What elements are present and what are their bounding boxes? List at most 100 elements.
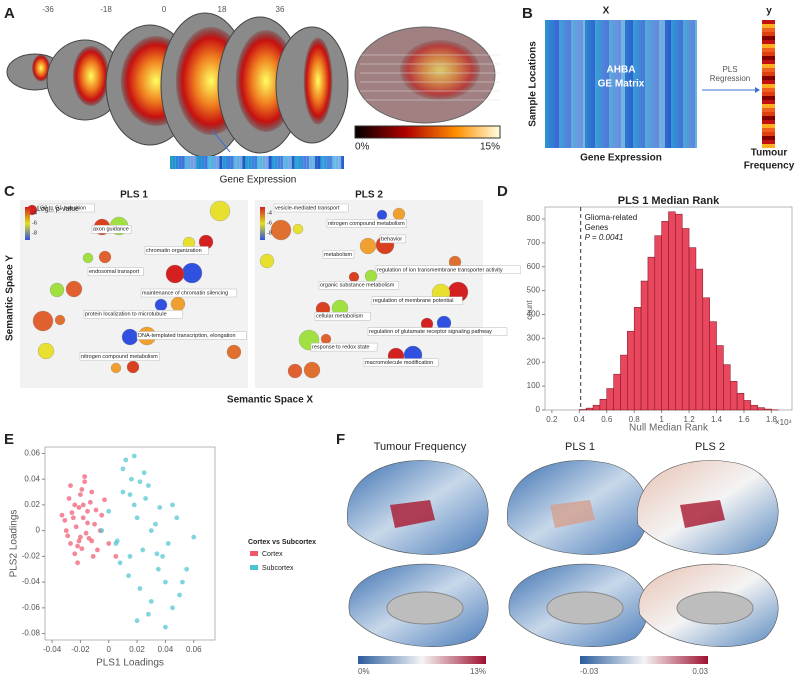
point: [63, 528, 69, 534]
strip-cell: [341, 156, 344, 169]
strip-cell: [280, 156, 284, 169]
panel-title: PLS 2: [355, 190, 383, 201]
matrix-col: [689, 20, 691, 148]
matrix-col: [605, 20, 607, 148]
strip-cell: [303, 156, 307, 169]
legend-label: Subcortex: [262, 565, 294, 572]
term-box: [314, 311, 371, 321]
strip-cell: [329, 156, 333, 169]
point: [62, 517, 68, 523]
slice-label: -36: [42, 5, 54, 14]
point: [113, 553, 119, 559]
bubble: [376, 209, 388, 221]
slice-label: 0: [162, 5, 167, 14]
term-box: [87, 267, 144, 276]
term-box: [273, 203, 349, 213]
point: [73, 524, 79, 530]
y-tick-label: 0.06: [24, 449, 40, 458]
target-cell: [762, 124, 775, 128]
colorbar: [580, 656, 708, 664]
strip-cell: [216, 156, 220, 169]
term-box: [375, 265, 521, 275]
bar: [695, 268, 704, 411]
point: [106, 508, 112, 514]
strip-cell: [300, 156, 304, 169]
point: [93, 507, 99, 513]
colorbar-label: 13%: [470, 667, 486, 676]
matrix-col: [623, 20, 625, 148]
term-label: macromolecule modification: [365, 360, 433, 366]
matrix-col: [575, 20, 577, 148]
point: [137, 479, 143, 485]
point: [174, 515, 180, 521]
matrix-col: [695, 20, 697, 148]
target-cell: [762, 108, 775, 112]
matrix-col: [609, 20, 611, 148]
bar: [640, 280, 649, 411]
point: [114, 538, 120, 544]
bubble: [32, 310, 54, 332]
strip-cell: [326, 156, 330, 169]
matrix-col: [549, 20, 551, 148]
matrix-col: [647, 20, 649, 148]
term-box: [91, 225, 132, 234]
term-label: behavior: [381, 236, 402, 242]
strip-cell: [320, 156, 324, 169]
point: [92, 521, 97, 527]
matrix-col: [559, 20, 561, 148]
colorbar-label: 0.03: [692, 667, 708, 676]
term-label: maintenance of chromatin silencing: [142, 290, 228, 296]
strip-cell: [262, 156, 266, 169]
panel-label: F: [336, 431, 345, 448]
matrix-col: [553, 20, 555, 148]
point: [59, 512, 65, 518]
bar: [585, 407, 594, 411]
y-tick-label: -0.04: [22, 577, 41, 586]
bar: [736, 393, 745, 411]
strip-cell: [222, 156, 226, 169]
strip-cell: [323, 156, 327, 169]
point: [66, 496, 72, 501]
bubble: [181, 262, 203, 284]
strip-cell: [228, 156, 231, 169]
brain-title: Tumour Frequency: [374, 441, 467, 453]
x-tick-label: -0.04: [43, 645, 62, 654]
bar: [764, 408, 772, 411]
point: [146, 483, 151, 488]
panel-label: E: [4, 431, 14, 448]
matrix-label: GE Matrix: [598, 79, 645, 90]
matrix-col: [551, 20, 553, 148]
bar: [606, 388, 614, 411]
axis-label: Semantic Space Y: [5, 255, 16, 341]
rows-label: Sample Locations: [528, 41, 539, 127]
target-cell: [762, 32, 775, 36]
target-cell: [762, 24, 775, 28]
matrix-col: [629, 20, 631, 148]
panel-title: PLS 1: [120, 190, 148, 201]
point: [78, 492, 83, 498]
matrix-col: [619, 20, 621, 148]
bubble: [82, 252, 94, 264]
slice-label: -18: [100, 5, 112, 14]
matrix-col: [607, 20, 609, 148]
point: [86, 535, 92, 541]
point: [180, 579, 185, 585]
point: [177, 592, 182, 598]
y-tick-label: 0.02: [24, 500, 40, 509]
bubble: [170, 296, 186, 312]
term-label: nitrogen compound metabolism: [328, 221, 405, 227]
term-box: [379, 234, 406, 244]
strip-cell: [309, 156, 313, 169]
matrix-col: [649, 20, 651, 148]
matrix-col: [571, 20, 573, 148]
point: [126, 573, 131, 579]
target-y: y: [766, 6, 772, 17]
x-tick-label: 0.6: [601, 415, 613, 424]
x-tick-label: 0.02: [129, 645, 145, 654]
point: [80, 502, 86, 508]
brain-patch: [550, 500, 595, 528]
marker-label: Genes: [585, 223, 609, 232]
x-tick-label: 0.2: [546, 415, 558, 424]
target-cell: [762, 56, 775, 60]
x-tick-label: 1.4: [711, 415, 723, 424]
